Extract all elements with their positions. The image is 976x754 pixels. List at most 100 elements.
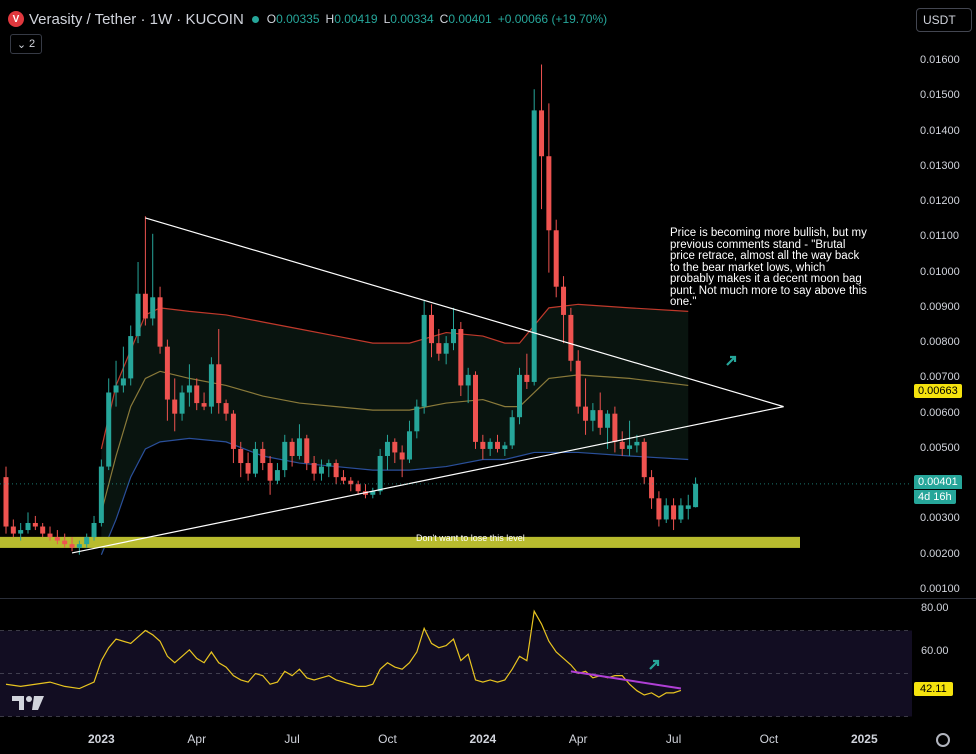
candle[interactable] xyxy=(238,441,244,478)
candle[interactable] xyxy=(502,441,508,456)
candle[interactable] xyxy=(583,378,589,435)
candle[interactable] xyxy=(465,367,471,404)
candle[interactable] xyxy=(406,420,412,464)
candle[interactable] xyxy=(678,498,684,523)
candle[interactable] xyxy=(3,466,9,534)
candle[interactable] xyxy=(128,325,134,386)
candle[interactable] xyxy=(245,452,251,481)
rsi-line[interactable] xyxy=(5,609,682,698)
candle[interactable] xyxy=(179,385,185,421)
candle[interactable] xyxy=(509,410,515,449)
candle[interactable] xyxy=(62,533,68,548)
candle[interactable] xyxy=(208,357,214,414)
candle[interactable] xyxy=(649,470,655,509)
candle[interactable] xyxy=(69,537,75,552)
candle[interactable] xyxy=(194,378,200,411)
candle[interactable] xyxy=(230,410,236,464)
candle[interactable] xyxy=(98,459,104,527)
candle[interactable] xyxy=(201,392,207,411)
candle[interactable] xyxy=(84,533,90,548)
candle[interactable] xyxy=(282,434,288,478)
candle[interactable] xyxy=(384,434,390,471)
arrow-up-icon[interactable] xyxy=(649,659,660,670)
candle[interactable] xyxy=(685,494,691,520)
candle[interactable] xyxy=(150,233,156,326)
analysis-note[interactable]: Price is becoming more bullish, but my p… xyxy=(670,227,867,308)
candle[interactable] xyxy=(10,519,16,538)
candle[interactable] xyxy=(311,455,317,481)
candle[interactable] xyxy=(32,515,38,531)
candle[interactable] xyxy=(428,304,434,358)
candle[interactable] xyxy=(326,459,332,478)
support-level-band[interactable] xyxy=(0,536,800,548)
candle[interactable] xyxy=(641,438,647,485)
candle[interactable] xyxy=(252,441,258,478)
candle[interactable] xyxy=(612,406,618,453)
candle[interactable] xyxy=(172,378,178,432)
candle[interactable] xyxy=(113,360,119,407)
candle[interactable] xyxy=(18,522,24,541)
candle[interactable] xyxy=(47,526,53,541)
candle[interactable] xyxy=(656,491,662,527)
candle[interactable] xyxy=(399,445,405,478)
candle[interactable] xyxy=(142,216,148,326)
candle[interactable] xyxy=(553,219,559,298)
tradingview-logo-icon[interactable] xyxy=(12,694,44,712)
candle[interactable] xyxy=(106,378,112,471)
candle[interactable] xyxy=(340,470,346,485)
arrow-up-icon[interactable] xyxy=(726,355,737,366)
candle[interactable] xyxy=(267,455,273,495)
candle[interactable] xyxy=(597,392,603,435)
candle[interactable] xyxy=(76,540,82,555)
symbol-title[interactable]: Verasity / Tether · 1W · KUCOIN xyxy=(29,10,244,28)
candle[interactable] xyxy=(333,459,339,485)
candle[interactable] xyxy=(539,64,545,210)
rsi-trendline[interactable] xyxy=(570,670,682,690)
candle[interactable] xyxy=(663,498,669,523)
candle[interactable] xyxy=(590,403,596,432)
candle[interactable] xyxy=(414,399,420,439)
trendline-upper[interactable] xyxy=(145,217,784,408)
gear-icon[interactable] xyxy=(936,733,950,747)
candle[interactable] xyxy=(450,307,456,351)
candle[interactable] xyxy=(458,321,464,397)
candle[interactable] xyxy=(186,364,192,407)
candle[interactable] xyxy=(296,424,302,460)
candle[interactable] xyxy=(377,448,383,495)
candle[interactable] xyxy=(355,480,361,495)
candle[interactable] xyxy=(546,103,552,273)
candle[interactable] xyxy=(443,336,449,365)
candle[interactable] xyxy=(289,438,295,467)
candle[interactable] xyxy=(421,300,427,414)
candle[interactable] xyxy=(671,498,677,531)
candle[interactable] xyxy=(318,459,324,481)
candle[interactable] xyxy=(260,441,266,471)
candle[interactable] xyxy=(135,262,141,344)
candle[interactable] xyxy=(362,484,368,499)
candle[interactable] xyxy=(54,530,60,545)
candle[interactable] xyxy=(693,477,699,508)
candle[interactable] xyxy=(304,434,310,471)
candle[interactable] xyxy=(524,353,530,389)
candle[interactable] xyxy=(223,399,229,421)
candle[interactable] xyxy=(25,512,31,534)
currency-button[interactable]: USDT xyxy=(916,8,972,32)
candle[interactable] xyxy=(619,431,625,456)
candle[interactable] xyxy=(634,434,640,453)
candle[interactable] xyxy=(575,350,581,414)
candle[interactable] xyxy=(157,286,163,354)
level-note[interactable]: Don't want to lose this level xyxy=(416,533,525,543)
candle[interactable] xyxy=(348,477,354,492)
candle[interactable] xyxy=(274,463,280,485)
candle[interactable] xyxy=(164,339,170,421)
bollinger-basis-line[interactable] xyxy=(100,370,689,513)
candle[interactable] xyxy=(568,307,574,372)
candle[interactable] xyxy=(40,522,46,538)
candle[interactable] xyxy=(517,367,523,425)
candle[interactable] xyxy=(495,434,501,453)
candle[interactable] xyxy=(436,329,442,361)
candle[interactable] xyxy=(120,346,126,393)
bollinger-lower-line[interactable] xyxy=(100,437,689,555)
